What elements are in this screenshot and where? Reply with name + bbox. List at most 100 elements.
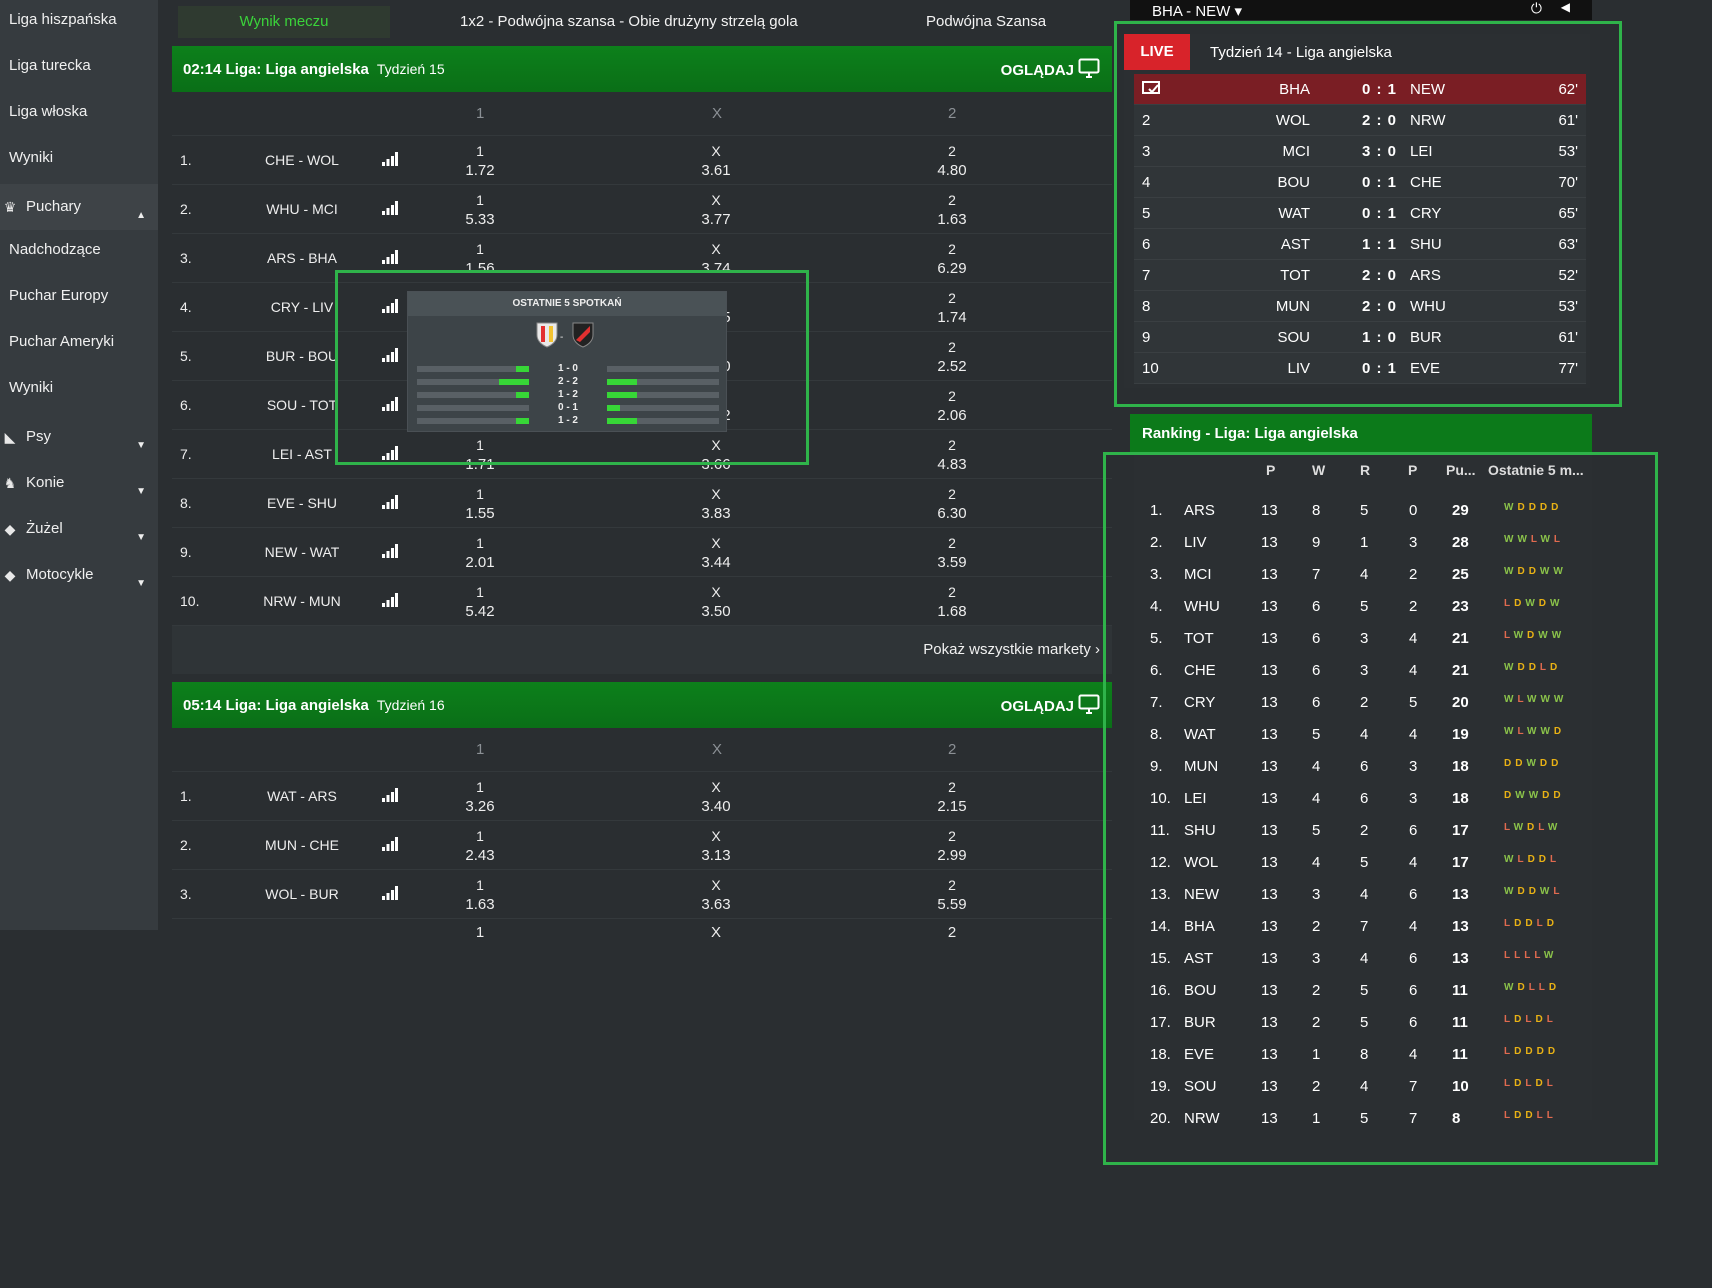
odds-button-1[interactable]: 1 5.33 <box>440 191 520 229</box>
odds-button-2[interactable]: 2 2.06 <box>912 387 992 425</box>
stats-icon[interactable] <box>382 299 398 313</box>
power-icon[interactable]: ⏻ <box>1530 0 1542 16</box>
odds-button-x[interactable]: X 3.66 <box>676 436 756 474</box>
sidebar-item-12[interactable]: ◆ Motocykle ▼ <box>0 552 158 598</box>
ranking-table: P W R P Pu... Ostatnie 5 m... 1. ARS 13 8 5 0 29 WDDD… <box>1134 452 1592 1127</box>
match-row: 3. WOL - BUR 1 1.63 X 3.63 2 5.59 <box>172 870 1112 919</box>
tab-match-result[interactable]: Wynik meczu <box>178 6 390 38</box>
odds-button-x[interactable]: X 3.40 <box>676 778 756 816</box>
sidebar-item-1[interactable]: Liga turecka <box>0 46 158 92</box>
home-team: SOU <box>266 397 298 413</box>
sidebar-item-2[interactable]: Liga włoska <box>0 92 158 138</box>
odds-button-2[interactable]: 2 4.80 <box>912 142 992 180</box>
sidebar-item-8[interactable]: Wyniki <box>0 368 158 414</box>
last-5-form: WLWWW <box>1504 694 1567 705</box>
sidebar-item-4[interactable]: ♛ Puchary ▲ <box>0 184 158 230</box>
live-match-row[interactable]: 2 WOL 2 : 0 NRW 61' <box>1134 105 1586 136</box>
live-match-row[interactable]: 3 MCI 3 : 0 LEI 53' <box>1134 136 1586 167</box>
points: 21 <box>1452 662 1469 679</box>
h2h-score: 2 - 2 <box>557 376 578 387</box>
sidebar-item-6[interactable]: Puchar Europy <box>0 276 158 322</box>
tab-double-chance-btts[interactable]: 1x2 - Podwójna szansa - Obie drużyny str… <box>460 13 798 30</box>
stats-icon[interactable] <box>382 152 398 166</box>
stats-icon[interactable] <box>382 250 398 264</box>
odds-button-x[interactable]: X 3.77 <box>676 191 756 229</box>
odds-button-x[interactable]: X 3.44 <box>676 534 756 572</box>
stats-icon[interactable] <box>382 446 398 460</box>
odds-button-2[interactable]: 2 6.29 <box>912 240 992 278</box>
live-match-row[interactable]: 8 MUN 2 : 0 WHU 53' <box>1134 291 1586 322</box>
odds-button-2[interactable]: 2 2.52 <box>912 338 992 376</box>
odds-column-header: 1 X 2 <box>172 728 1112 772</box>
tab-double-chance[interactable]: Podwójna Szansa <box>926 13 1047 30</box>
live-match-row[interactable]: 5 WAT 0 : 1 CRY 65' <box>1134 198 1586 229</box>
sidebar-item-10[interactable]: ♞ Konie ▼ <box>0 460 158 506</box>
sidebar-item-7[interactable]: Puchar Ameryki <box>0 322 158 368</box>
team-name: AST <box>1184 950 1214 967</box>
odds-button-x[interactable]: X 3.74 <box>676 240 756 278</box>
odds-button-2[interactable]: 2 2.99 <box>912 827 992 865</box>
sidebar-item-11[interactable]: ◆ Żużel ▼ <box>0 506 158 552</box>
odds-button-1[interactable]: 1 1.71 <box>440 436 520 474</box>
stats-icon[interactable] <box>382 593 398 607</box>
last-5-form: WDDWL <box>1504 886 1563 897</box>
odds-button-x[interactable]: X 3.50 <box>676 583 756 621</box>
odds-button-2[interactable]: 2 4.83 <box>912 436 992 474</box>
ranking-row: 19. SOU 13 2 4 7 10 LDLDL <box>1134 1070 1592 1102</box>
sidebar-item-3[interactable]: Wyniki <box>0 138 158 184</box>
odds-button-2[interactable]: 2 6.30 <box>912 485 992 523</box>
odds-button-1[interactable]: 1 1.55 <box>440 485 520 523</box>
odds-button-2[interactable]: 2 1.63 <box>912 191 992 229</box>
sound-icon[interactable]: ◀ <box>1560 0 1570 14</box>
stats-icon[interactable] <box>382 201 398 215</box>
show-all-markets-link[interactable]: Pokaż wszystkie markety › <box>923 641 1100 658</box>
losses: 7 <box>1409 1110 1418 1127</box>
odds-button-2[interactable]: 2 1.74 <box>912 289 992 327</box>
sidebar-item-0[interactable]: Liga hiszpańska <box>0 0 158 46</box>
current-match-select[interactable]: BHA - NEW ▾ <box>1152 3 1243 20</box>
odds-button-2[interactable]: 2 3.59 <box>912 534 992 572</box>
live-match-row[interactable]: 10 LIV 0 : 1 EVE 77' <box>1134 353 1586 384</box>
live-match-row[interactable]: 4 BOU 0 : 1 CHE 70' <box>1134 167 1586 198</box>
stats-icon[interactable] <box>382 544 398 558</box>
odds-button-1[interactable]: 1 2.01 <box>440 534 520 572</box>
odds-button-1[interactable]: 1 2.43 <box>440 827 520 865</box>
form-result: W <box>1515 790 1529 801</box>
form-result: D <box>1504 790 1516 801</box>
live-match-number: 3 <box>1142 143 1151 160</box>
match-teams: ARS - BHA <box>242 250 362 266</box>
match-number: 3. <box>180 250 192 266</box>
away-goals-fill <box>607 405 621 411</box>
stats-icon[interactable] <box>382 788 398 802</box>
watch-button[interactable]: OGLĄDAJ <box>1001 694 1100 718</box>
stats-icon[interactable] <box>382 348 398 362</box>
odds-button-2[interactable]: 2 1.68 <box>912 583 992 621</box>
odds-button-1[interactable]: 1 1.63 <box>440 876 520 914</box>
stats-icon[interactable] <box>382 397 398 411</box>
live-match-row[interactable]: BHA 0 : 1 NEW 62' <box>1134 74 1586 105</box>
odds-value: 3.77 <box>701 211 731 228</box>
stats-icon[interactable] <box>382 495 398 509</box>
sidebar-item-label: Motocykle <box>26 566 94 583</box>
odds-button-1[interactable]: 1 1.72 <box>440 142 520 180</box>
sidebar-item-9[interactable]: ◣ Psy ▼ <box>0 414 158 460</box>
points: 11 <box>1452 1014 1468 1031</box>
live-match-row[interactable]: 7 TOT 2 : 0 ARS 52' <box>1134 260 1586 291</box>
odds-button-x[interactable]: X 3.83 <box>676 485 756 523</box>
ranking-row: 3. MCI 13 7 4 2 25 WDDWW <box>1134 558 1592 590</box>
sidebar-item-5[interactable]: Nadchodzące <box>0 230 158 276</box>
odds-button-1[interactable]: 1 3.26 <box>440 778 520 816</box>
odds-button-2[interactable]: 2 2.15 <box>912 778 992 816</box>
stats-icon[interactable] <box>382 886 398 900</box>
live-match-row[interactable]: 6 AST 1 : 1 SHU 63' <box>1134 229 1586 260</box>
stats-icon[interactable] <box>382 837 398 851</box>
odds-button-2[interactable]: 2 5.59 <box>912 876 992 914</box>
odds-button-1[interactable]: 1 1.56 <box>440 240 520 278</box>
live-match-row[interactable]: 9 SOU 1 : 0 BUR 61' <box>1134 322 1586 353</box>
odds-button-x[interactable]: X 3.13 <box>676 827 756 865</box>
odds-button-x[interactable]: X 3.63 <box>676 876 756 914</box>
odds-button-x[interactable]: X 3.61 <box>676 142 756 180</box>
odds-button-1[interactable]: 1 5.42 <box>440 583 520 621</box>
form-result: D <box>1539 758 1552 769</box>
watch-button[interactable]: OGLĄDAJ <box>1001 58 1100 82</box>
